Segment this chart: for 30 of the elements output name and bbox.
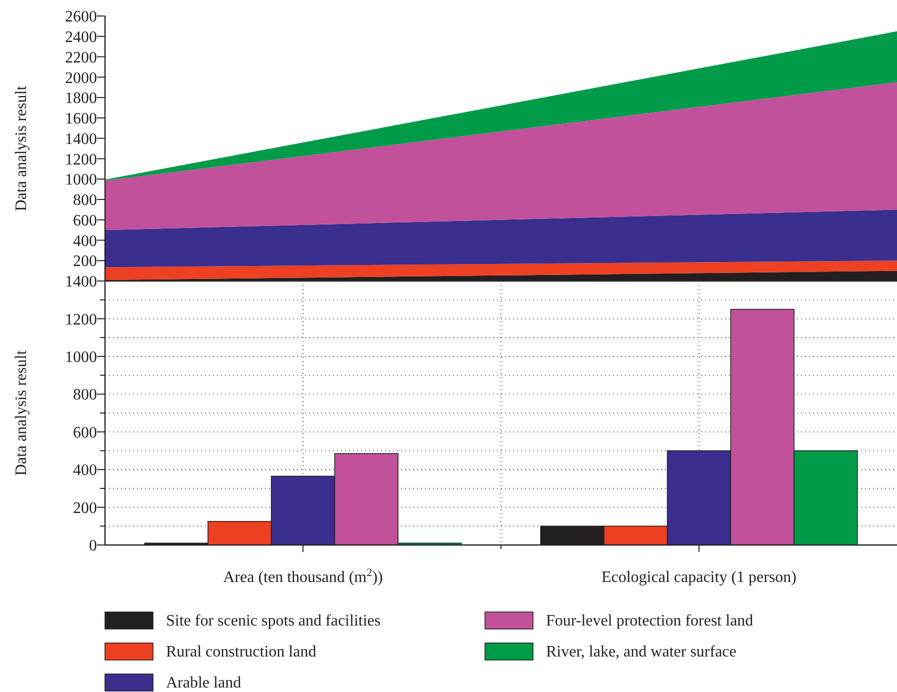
y-tick-label: 200 — [73, 500, 97, 517]
y-tick-label: 2600 — [65, 8, 97, 26]
x-tick-label: Ecological capacity (1 person) — [601, 569, 797, 586]
y-tick-label: 1400 — [65, 274, 97, 291]
y-tick-label: 1400 — [65, 130, 97, 148]
y-tick-label: 1000 — [65, 349, 97, 366]
y-tick-label: 800 — [73, 386, 97, 404]
y-tick-label: 2200 — [65, 49, 97, 66]
y-tick-label: 1200 — [65, 311, 97, 328]
y-tick-label: 800 — [73, 192, 97, 210]
y-tick-label: 1000 — [65, 172, 97, 189]
y-axis-title: Data analysis result — [13, 85, 30, 212]
y-tick-label: 1200 — [65, 151, 97, 168]
y-tick-label: 200 — [73, 253, 97, 270]
y-tick-label: 400 — [73, 462, 97, 480]
x-tick-label: Area (ten thousand (m$^{2}$)) — [223, 567, 383, 586]
legend-label: Four-level protection forest land — [546, 612, 754, 630]
y-tick-label: 2000 — [65, 70, 97, 87]
y-tick-label: 600 — [73, 424, 97, 442]
legend-label: Rural construction land — [166, 644, 316, 661]
y-tick-label: 600 — [73, 212, 97, 230]
y-tick-label: 2400 — [65, 28, 97, 46]
y-tick-label: 1600 — [65, 110, 97, 128]
legend-label: River, lake, and water surface — [546, 644, 736, 661]
y-tick-label: 1800 — [65, 90, 97, 108]
y-axis-title: Data analysis result — [13, 350, 30, 476]
y-tick-label: 400 — [73, 232, 97, 250]
legend-label: Site for scenic spots and facilities — [166, 612, 381, 630]
legend-label: Arable land — [166, 674, 242, 692]
y-tick-label: 0 — [89, 538, 97, 555]
